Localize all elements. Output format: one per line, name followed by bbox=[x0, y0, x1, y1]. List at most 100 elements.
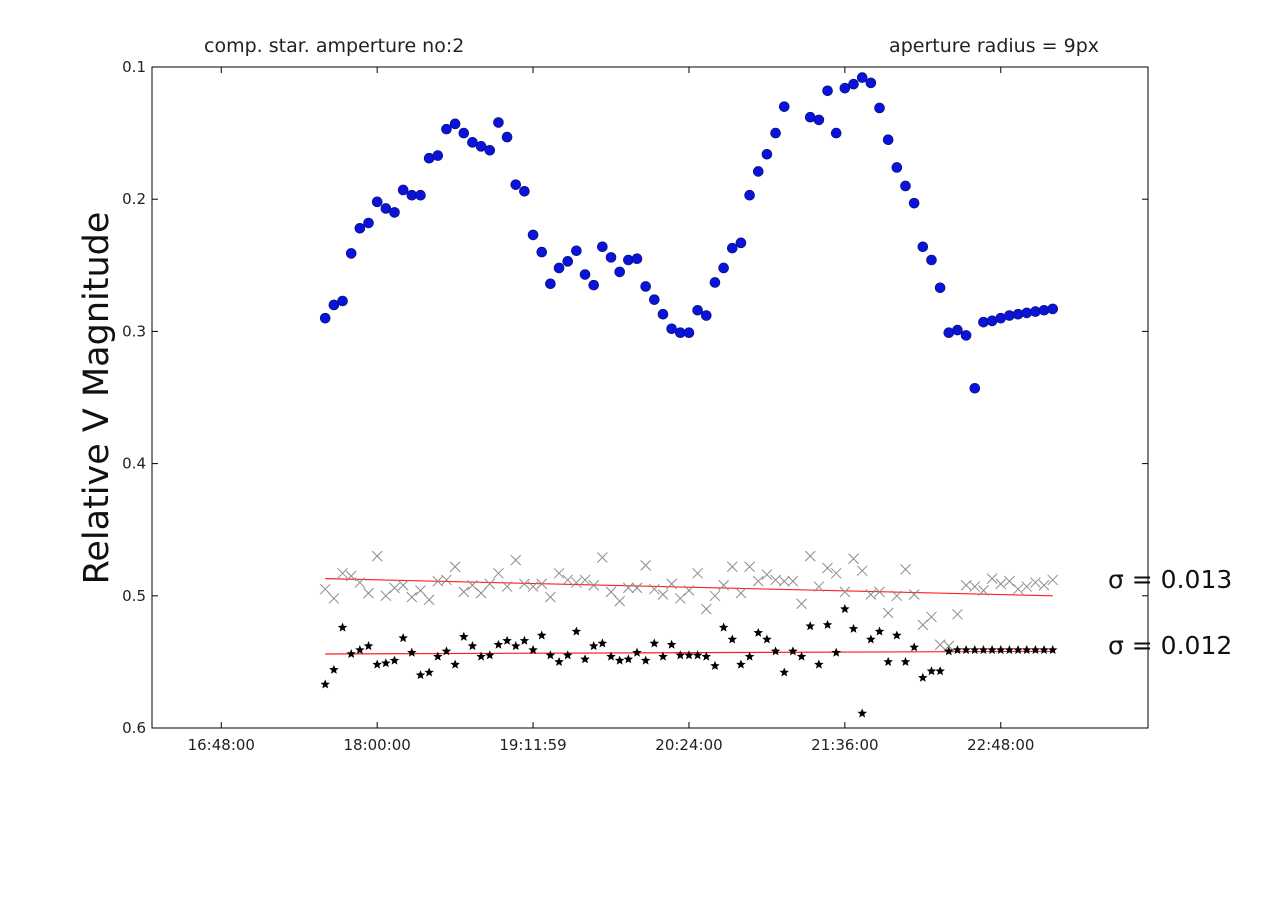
target-point bbox=[501, 131, 513, 143]
target-point bbox=[657, 308, 669, 320]
comp-point bbox=[996, 645, 1006, 655]
comp-point bbox=[770, 646, 781, 656]
target-point bbox=[839, 82, 851, 94]
comp-point bbox=[701, 651, 712, 661]
target-point bbox=[475, 141, 487, 152]
y-tick-label: 0.2 bbox=[122, 190, 146, 208]
target-point bbox=[1021, 307, 1033, 319]
check-point bbox=[545, 591, 556, 603]
target-point bbox=[536, 246, 548, 258]
target-point bbox=[778, 101, 790, 112]
comp-point bbox=[658, 651, 668, 661]
comp-point bbox=[606, 651, 616, 661]
comp-point bbox=[848, 623, 859, 633]
target-point bbox=[926, 254, 937, 266]
comp-point bbox=[346, 648, 356, 659]
comp-point bbox=[935, 666, 945, 676]
check-point bbox=[813, 581, 825, 592]
check-point bbox=[735, 587, 747, 599]
comp-point bbox=[900, 656, 911, 666]
check-point bbox=[458, 586, 470, 598]
comp-point bbox=[320, 679, 330, 689]
comp-point bbox=[337, 622, 348, 632]
comp-point bbox=[874, 626, 885, 636]
target-point bbox=[700, 310, 712, 321]
y-axis: 0.1 0.2 0.3 0.4 0.5 0.6 bbox=[122, 58, 1148, 737]
check-point bbox=[952, 608, 963, 620]
target-point bbox=[692, 304, 703, 316]
target-point bbox=[649, 294, 660, 305]
chart-title-left: comp. star. amperture no:2 bbox=[204, 35, 464, 57]
comp-point bbox=[692, 650, 703, 660]
target-point bbox=[874, 102, 885, 114]
y-tick-label: 0.3 bbox=[122, 322, 146, 340]
check-point bbox=[449, 561, 461, 573]
check-point bbox=[501, 581, 513, 592]
comp-point bbox=[398, 633, 408, 643]
comp-point bbox=[866, 634, 876, 644]
target-point bbox=[562, 256, 574, 267]
check-point bbox=[943, 640, 955, 652]
comp-point bbox=[944, 646, 954, 656]
target-point bbox=[1012, 308, 1024, 320]
check-point bbox=[467, 579, 478, 591]
x-tick-label: 19:11:59 bbox=[499, 736, 566, 754]
target-point bbox=[640, 281, 651, 292]
check-point bbox=[519, 578, 530, 590]
target-point bbox=[371, 196, 383, 208]
check-point bbox=[588, 579, 600, 591]
check-point bbox=[865, 589, 877, 600]
target-point bbox=[614, 266, 625, 278]
check-point bbox=[830, 567, 842, 579]
target-point bbox=[363, 217, 374, 229]
comp-point bbox=[1004, 645, 1015, 655]
target-point bbox=[605, 252, 617, 263]
target-point bbox=[813, 114, 825, 126]
comp-point bbox=[649, 638, 660, 648]
check-point bbox=[1038, 579, 1050, 591]
target-point bbox=[891, 162, 903, 173]
comp-point bbox=[528, 645, 538, 655]
comp-point bbox=[571, 626, 582, 636]
comp-point bbox=[961, 645, 971, 655]
comp-point bbox=[892, 630, 902, 640]
check-point bbox=[778, 575, 790, 587]
check-point bbox=[882, 607, 894, 619]
y-tick-label: 0.5 bbox=[122, 587, 146, 605]
comp-point bbox=[363, 641, 374, 651]
x-tick-label: 16:48:00 bbox=[188, 736, 255, 754]
target-point bbox=[822, 85, 833, 97]
comp-point bbox=[329, 664, 339, 674]
y-tick-label: 0.4 bbox=[122, 455, 146, 473]
target-point bbox=[761, 148, 773, 160]
check-point bbox=[605, 586, 617, 598]
comp-point bbox=[1013, 645, 1023, 655]
x-axis: 16:48:00 18:00:00 19:11:59 20:24:00 21:36:00… bbox=[188, 67, 1034, 754]
y-tick-label: 0.6 bbox=[122, 719, 146, 737]
target-point bbox=[380, 203, 392, 214]
comp-point bbox=[762, 634, 772, 644]
comp-point bbox=[710, 660, 720, 670]
target-point bbox=[1047, 303, 1059, 315]
target-point bbox=[484, 144, 496, 156]
comp-point bbox=[796, 651, 807, 661]
target-point bbox=[397, 184, 409, 196]
comp-point bbox=[909, 642, 919, 652]
sigma-annotation-check: σ = 0.013 bbox=[1108, 565, 1232, 594]
comp-point bbox=[684, 650, 694, 660]
target-point bbox=[1004, 310, 1015, 321]
comp-point bbox=[970, 645, 980, 655]
x-tick-label: 21:36:00 bbox=[811, 736, 878, 754]
target-point bbox=[449, 118, 461, 130]
check-point bbox=[553, 567, 565, 579]
target-point bbox=[1038, 304, 1050, 316]
data-points bbox=[319, 72, 1059, 718]
comp-point bbox=[1039, 645, 1049, 655]
check-point bbox=[354, 577, 366, 588]
target-point bbox=[597, 241, 608, 253]
target-point bbox=[709, 277, 721, 288]
check-point bbox=[908, 589, 920, 600]
comp-point bbox=[467, 641, 478, 651]
check-point bbox=[752, 575, 764, 587]
